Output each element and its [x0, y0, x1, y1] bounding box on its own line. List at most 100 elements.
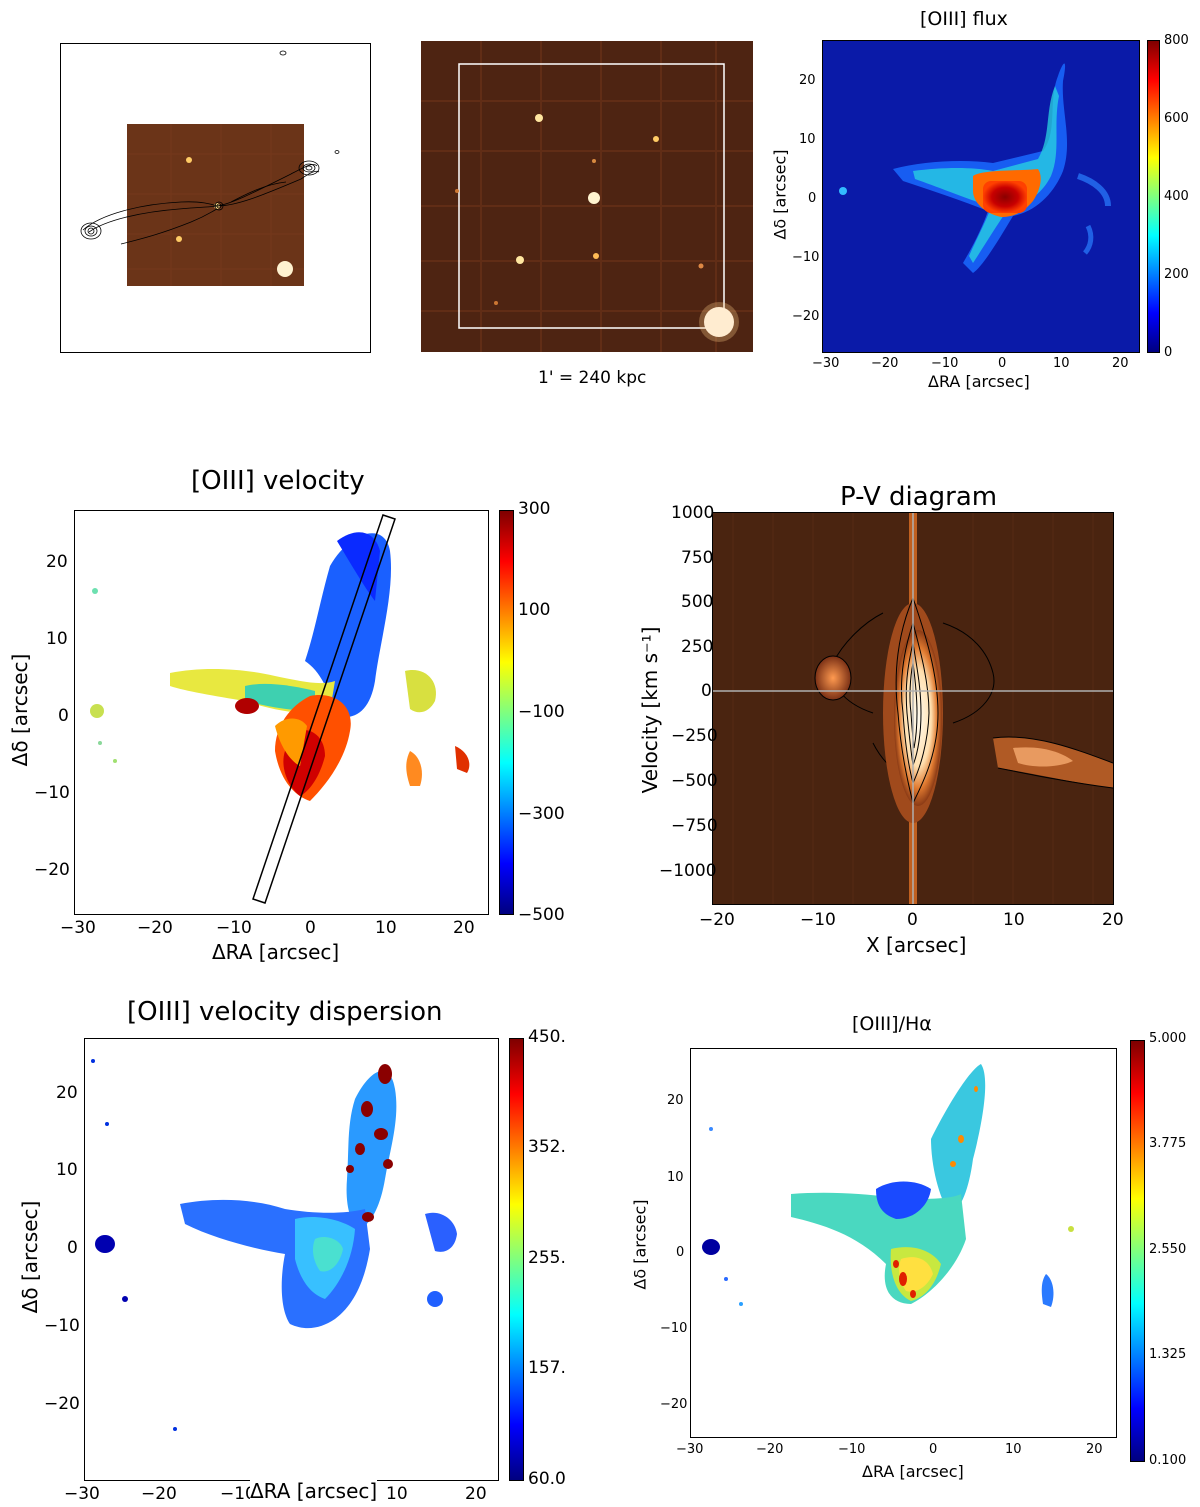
velocity-xtick: −10: [216, 918, 252, 938]
flux-xtick: −30: [812, 356, 840, 371]
velocity-ylabel: Δδ [arcsec]: [8, 653, 32, 767]
velocity-cbar-tick: −100: [518, 702, 565, 722]
oiii-flux-emission: [839, 63, 1111, 273]
halpha-cbar-tick: 5.000: [1149, 1031, 1187, 1046]
flux-xlabel: ΔRA [arcsec]: [928, 372, 1030, 391]
pv-diagram-title: P-V diagram: [840, 482, 998, 512]
pv-diagram-plot: [712, 512, 1114, 905]
velocity-xlabel: ΔRA [arcsec]: [212, 940, 340, 964]
flux-cbar-tick: 400: [1164, 189, 1189, 204]
flux-ytick: 10: [799, 132, 816, 147]
oiii-flux-title: [OIII] flux: [920, 8, 1008, 30]
dispersion-cbar-tick: 60.0: [528, 1469, 566, 1489]
dispersion-cbar-tick: 450.: [528, 1027, 566, 1047]
dispersion-cbar-tick: 255.: [528, 1248, 566, 1268]
velocity-cbar-tick: 100: [518, 600, 551, 620]
halpha-cbar-tick: 3.775: [1149, 1136, 1187, 1151]
dispersion-xtick: −20: [141, 1484, 177, 1504]
halpha-cbar-tick: 2.550: [1149, 1242, 1187, 1257]
velocity-ytick: 20: [46, 552, 68, 572]
pv-xtick: 10: [1003, 910, 1025, 930]
pv-ytick: −750: [671, 816, 718, 836]
velocity-ytick: 10: [46, 629, 68, 649]
pv-xtick: 0: [907, 910, 918, 930]
flux-xtick: −10: [931, 356, 959, 371]
flux-cbar-tick: 600: [1164, 111, 1189, 126]
dispersion-xlabel: ΔRA [arcsec]: [250, 1479, 378, 1503]
oiii-halpha-colorbar: [1130, 1040, 1145, 1462]
pv-ytick: −500: [671, 771, 718, 791]
dispersion-ytick: −10: [44, 1316, 80, 1336]
halpha-xtick: −10: [838, 1442, 866, 1457]
radio-overlay-panel: [60, 43, 371, 353]
image-cutout-panel: [421, 41, 753, 352]
velocity-ytick: 0: [58, 706, 69, 726]
flux-cbar-tick: 0: [1164, 345, 1173, 360]
image-cutout-fits: [421, 41, 753, 352]
oiii-flux-colorbar: [1147, 40, 1160, 353]
oiii-velocity-title: [OIII] velocity: [191, 466, 365, 496]
dispersion-cbar-tick: 157.: [528, 1358, 566, 1378]
flux-ytick: 0: [808, 191, 817, 206]
pv-xtick: 20: [1102, 910, 1124, 930]
dispersion-ylabel: Δδ [arcsec]: [18, 1200, 42, 1314]
dispersion-xtick: −30: [64, 1484, 100, 1504]
dispersion-ytick: 20: [56, 1083, 78, 1103]
velocity-cbar-tick: −300: [518, 804, 565, 824]
pv-ytick: 750: [681, 548, 714, 568]
flux-xtick: 0: [998, 356, 1007, 371]
pv-ylabel: Velocity [km s⁻¹]: [638, 626, 662, 794]
pv-ytick: 1000: [671, 503, 715, 523]
halpha-ytick: −10: [660, 1321, 688, 1336]
flux-cbar-tick: 200: [1164, 267, 1189, 282]
velocity-xtick: 10: [375, 918, 397, 938]
dispersion-ytick: −20: [44, 1394, 80, 1414]
dispersion-xtick: 10: [386, 1484, 408, 1504]
pv-diagram-image: [713, 513, 1113, 904]
pv-ytick: 500: [681, 592, 714, 612]
scale-caption: 1' = 240 kpc: [538, 368, 647, 388]
velocity-xtick: 0: [305, 918, 316, 938]
pv-xtick: −10: [800, 910, 836, 930]
flux-ytick: −10: [792, 250, 820, 265]
velocity-cbar-tick: −500: [518, 905, 565, 925]
pv-ytick: −250: [671, 726, 718, 746]
flux-ytick: 20: [799, 73, 816, 88]
pv-ytick: 250: [681, 637, 714, 657]
radio-overlay-image: [80, 50, 340, 286]
pv-ytick: −1000: [659, 861, 717, 881]
oiii-flux-map: [822, 40, 1140, 353]
flux-ylabel: Δδ [arcsec]: [770, 149, 790, 240]
oiii-halpha-map: [690, 1048, 1117, 1438]
halpha-cbar-tick: 1.325: [1149, 1347, 1187, 1362]
halpha-xtick: 0: [929, 1442, 938, 1457]
oiii-velocity-map: [74, 510, 489, 915]
velocity-xtick: −30: [60, 918, 96, 938]
dispersion-cbar-tick: 352.: [528, 1137, 566, 1157]
dispersion-xtick: −10: [220, 1484, 256, 1504]
oiii-dispersion-colorbar: [509, 1038, 524, 1481]
halpha-cbar-tick: 0.100: [1149, 1453, 1187, 1468]
oiii-halpha-title: [OIII]/Hα: [852, 1013, 932, 1035]
dispersion-xtick: 20: [465, 1484, 487, 1504]
flux-xtick: 10: [1053, 356, 1070, 371]
halpha-xtick: −20: [756, 1442, 784, 1457]
halpha-ytick: 20: [667, 1093, 684, 1108]
velocity-xtick: 20: [453, 918, 475, 938]
halpha-xtick: 10: [1005, 1442, 1022, 1457]
halpha-xtick: 20: [1086, 1442, 1103, 1457]
flux-xtick: −20: [871, 356, 899, 371]
velocity-ytick: −20: [34, 860, 70, 880]
flux-ytick: −20: [792, 309, 820, 324]
pv-xlabel: X [arcsec]: [866, 933, 967, 957]
dispersion-ytick: 0: [67, 1238, 78, 1258]
velocity-ytick: −10: [34, 783, 70, 803]
halpha-ylabel: Δδ [arcsec]: [630, 1199, 650, 1290]
oiii-dispersion-field: [91, 1059, 457, 1431]
flux-cbar-tick: 800: [1164, 33, 1189, 48]
halpha-ytick: 0: [676, 1245, 685, 1260]
halpha-ytick: 10: [667, 1170, 684, 1185]
pv-xtick: −20: [699, 910, 735, 930]
halpha-ytick: −20: [660, 1397, 688, 1412]
velocity-cbar-tick: 300: [518, 499, 551, 519]
